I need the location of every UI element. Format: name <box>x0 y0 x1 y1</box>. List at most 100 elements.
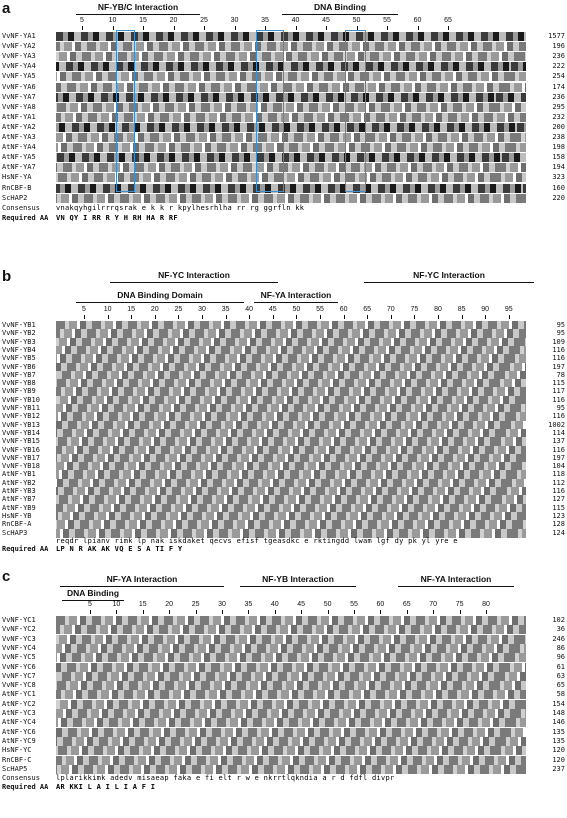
sequence-name: AtNF-YA7 <box>2 163 36 172</box>
tick-label: 95 <box>504 306 513 313</box>
sequence-shading <box>56 616 526 625</box>
sequence-shading <box>56 387 526 397</box>
tick-label: 5 <box>80 17 84 24</box>
sequence-name: VvNF-YB12 <box>2 412 40 421</box>
sequence-shading <box>56 690 526 700</box>
sequence-row: VvNF-YC7 63 <box>0 671 567 681</box>
sequence-shading <box>56 495 526 505</box>
sequence-row: VvNF-YC1 102 <box>0 616 567 625</box>
sequence-shading <box>56 72 526 82</box>
tick-label: 50 <box>292 306 301 313</box>
tick-label: 45 <box>297 601 306 608</box>
tick-label: 10 <box>103 306 112 313</box>
sequence-length: 222 <box>552 62 565 71</box>
sequence-length: 135 <box>552 727 565 736</box>
highlight-box <box>116 30 135 192</box>
sequence-row: ScHAP2 220 <box>0 193 567 203</box>
sequence-name: VvNF-YB15 <box>2 437 40 446</box>
tick-mark <box>112 26 114 30</box>
sequence-length: 254 <box>552 72 565 81</box>
sequence-name: VvNF-YC8 <box>2 681 36 690</box>
sequence-text: AR KKI L A I L I A F I <box>56 783 156 792</box>
sequence-length: 102 <box>552 616 565 624</box>
tick-label: 70 <box>429 601 438 608</box>
sequence-shading <box>56 727 526 737</box>
required-aa-row: Required AA AR KKI L A I L I A F I <box>0 783 567 792</box>
sequence-name: VvNF-YA6 <box>2 82 36 91</box>
sequence-shading <box>56 487 526 496</box>
tick-mark <box>143 26 144 30</box>
sequence-name: AtNF-YC3 <box>2 709 36 717</box>
region-label: NF-YC Interaction <box>364 270 534 283</box>
tick-label: 40 <box>270 601 279 608</box>
sequence-shading <box>56 520 526 530</box>
sequence-length: 118 <box>552 470 565 479</box>
sequence-row: AtNF-YA2 200 <box>0 122 567 132</box>
tick-mark <box>320 315 321 319</box>
sequence-row: AtNF-YC9 135 <box>0 736 567 746</box>
tick-mark <box>327 610 329 614</box>
sequence-length: 116 <box>552 354 565 363</box>
sequence-name: AtNF-YA5 <box>2 153 36 162</box>
sequence-name: RnCBF-A <box>2 520 32 529</box>
sequence-row: VvNF-YB9 117 <box>0 387 567 397</box>
tick-label: 35 <box>221 306 230 313</box>
sequence-name: VvNF-YC4 <box>2 643 36 652</box>
sequence-shading <box>56 362 526 372</box>
sequence-name: VvNF-YB6 <box>2 362 36 371</box>
sequence-row: RnCBF-B 160 <box>0 183 567 193</box>
sequence-shading <box>56 478 526 488</box>
sequence-shading <box>56 746 526 756</box>
sequence-row: AtNF-YC3 148 <box>0 709 567 718</box>
sequence-shading <box>56 662 526 672</box>
sequence-row: VvNF-YA4 222 <box>0 62 567 72</box>
tick-label: 60 <box>376 601 385 608</box>
sequence-shading <box>56 643 526 653</box>
sequence-length: 115 <box>552 379 565 388</box>
region-label: NF-YA Interaction <box>254 290 338 303</box>
sequence-length: 238 <box>552 133 565 141</box>
sequence-length: 95 <box>556 321 565 329</box>
sequence-row: VvNF-YB2 95 <box>0 329 567 339</box>
sequence-length: 246 <box>552 634 565 643</box>
tick-label: 45 <box>322 17 330 24</box>
sequence-shading <box>56 625 526 635</box>
sequence-length: 158 <box>552 153 565 162</box>
sequence-row: ScHAP3 124 <box>0 528 567 538</box>
sequence-length: 200 <box>552 122 565 131</box>
panel-label: a <box>2 0 11 17</box>
tick-mark <box>82 26 83 30</box>
tick-mark <box>204 26 205 30</box>
sequence-length: 237 <box>552 764 565 773</box>
region-label: NF-YB Interaction <box>240 574 356 587</box>
sequence-shading <box>56 420 526 430</box>
tick-mark <box>486 610 487 614</box>
sequence-shading <box>56 736 526 746</box>
sequence-row: RnCBF-C 120 <box>0 755 567 765</box>
sequence-row: VvNF-YB13 1002 <box>0 420 567 430</box>
tick-mark <box>131 315 133 319</box>
panel-a: a NF-YB/C Interaction DNA Binding 5 10 15 2… <box>0 0 567 265</box>
sequence-row: AtNF-YC4 146 <box>0 718 567 728</box>
tick-mark <box>195 610 197 614</box>
sequence-shading <box>56 133 526 142</box>
sequence-shading <box>56 404 526 413</box>
tick-label: 20 <box>150 306 159 313</box>
sequence-name: RnCBF-C <box>2 755 32 764</box>
tick-mark <box>417 26 419 30</box>
sequence-text: LP N R AK AK VQ E S A TI F Y <box>56 545 183 554</box>
region-label: DNA Binding <box>282 2 398 15</box>
sequence-row: VvNF-YB12 116 <box>0 412 567 422</box>
sequence-shading <box>56 62 526 72</box>
sequence-row: AtNF-YC2 154 <box>0 699 567 709</box>
sequence-length: 124 <box>552 528 565 537</box>
sequence-name: VvNF-YC5 <box>2 653 36 662</box>
sequence-row: VvNF-YC3 246 <box>0 634 567 644</box>
region-label: NF-YC Interaction <box>110 270 278 283</box>
tick-mark <box>387 26 388 30</box>
sequence-length: 104 <box>552 462 565 471</box>
tick-label: 30 <box>198 306 206 313</box>
tick-mark <box>414 315 416 319</box>
sequence-row: VvNF-YB17 197 <box>0 453 567 463</box>
tick-mark <box>116 610 118 614</box>
